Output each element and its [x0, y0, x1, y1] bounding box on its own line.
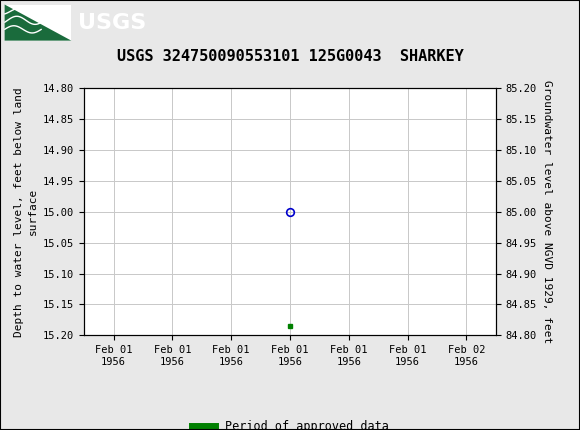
Text: USGS 324750090553101 125G0043  SHARKEY: USGS 324750090553101 125G0043 SHARKEY — [117, 49, 463, 64]
Y-axis label: Groundwater level above NGVD 1929, feet: Groundwater level above NGVD 1929, feet — [542, 80, 552, 344]
Bar — [5, 4, 71, 41]
Legend: Period of approved data: Period of approved data — [187, 415, 393, 430]
Y-axis label: Depth to water level, feet below land
surface: Depth to water level, feet below land su… — [14, 87, 38, 337]
Text: USGS: USGS — [78, 12, 147, 33]
Polygon shape — [5, 4, 71, 41]
